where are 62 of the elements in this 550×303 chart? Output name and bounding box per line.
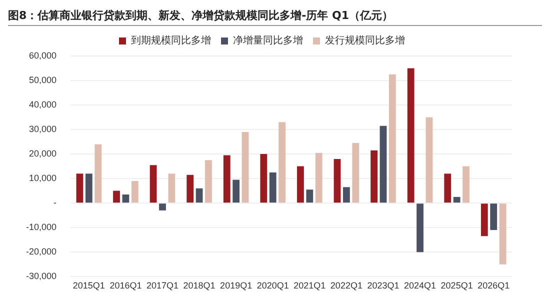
bar: [480, 204, 488, 236]
bar: [453, 196, 460, 203]
bar: [352, 143, 360, 203]
y-tick-label: -: [54, 198, 57, 208]
x-tick-label: 2022Q1: [330, 280, 362, 290]
bar: [306, 190, 314, 203]
x-tick-label: 2023Q1: [367, 280, 400, 290]
x-tick-label: 2015Q1: [72, 280, 105, 290]
y-tick-label: 10,000: [28, 173, 57, 184]
bar: [490, 204, 498, 230]
y-tick-label: -20,000: [26, 246, 57, 257]
bar: [380, 126, 387, 203]
bar: [260, 154, 268, 203]
bar: [315, 152, 322, 203]
bar: [131, 181, 138, 203]
bar: [388, 74, 396, 203]
x-tick-label: 2021Q1: [294, 280, 326, 290]
y-tick-label: -10,000: [26, 222, 57, 232]
bar: [94, 144, 102, 203]
y-tick-label: 30,000: [28, 124, 57, 134]
bar: [242, 132, 249, 203]
bar: [297, 166, 304, 203]
y-tick-label: 60,000: [28, 50, 57, 60]
bar: [407, 68, 414, 203]
bar: [205, 160, 212, 203]
bar: [444, 174, 452, 203]
bar: [334, 158, 341, 203]
x-tick-label: 2024Q1: [404, 280, 436, 290]
bar: [150, 165, 157, 203]
legend-label: 净增量同比多增: [233, 34, 303, 47]
x-tick-label: 2017Q1: [146, 280, 179, 290]
legend-label: 到期规模同比多增: [131, 34, 211, 47]
bar: [370, 150, 378, 203]
bar: [426, 117, 433, 203]
bar: [168, 174, 176, 203]
x-tick-label: 2025Q1: [440, 280, 473, 290]
bar: [232, 180, 240, 203]
bar: [113, 190, 120, 203]
bar: [269, 172, 276, 203]
bar: [76, 174, 84, 203]
chart-title: 图8：估算商业银行贷款到期、新发、净增贷款规模同比多增-历年 Q1（亿元）: [8, 8, 542, 26]
bar: [85, 174, 92, 203]
x-tick-label: 2016Q1: [110, 280, 142, 290]
bar: [186, 174, 194, 203]
bar: [159, 204, 166, 210]
bar: [223, 155, 230, 203]
bar: [462, 166, 470, 203]
bar: [196, 188, 203, 203]
bar: [343, 187, 350, 203]
y-tick-label: 20,000: [28, 148, 57, 159]
y-tick-label: 40,000: [28, 100, 57, 110]
bar: [122, 194, 130, 203]
x-tick-label: 2019Q1: [220, 280, 252, 290]
bar: [416, 204, 424, 252]
legend-label: 发行规模同比多增: [325, 34, 405, 47]
y-tick-label: -30,000: [26, 271, 57, 282]
x-tick-label: 2026Q1: [478, 280, 510, 290]
x-tick-label: 2020Q1: [256, 280, 289, 290]
x-tick-label: 2018Q1: [183, 280, 216, 290]
bar: [278, 122, 286, 203]
bar: [499, 204, 506, 264]
y-tick-label: 50,000: [28, 74, 57, 85]
